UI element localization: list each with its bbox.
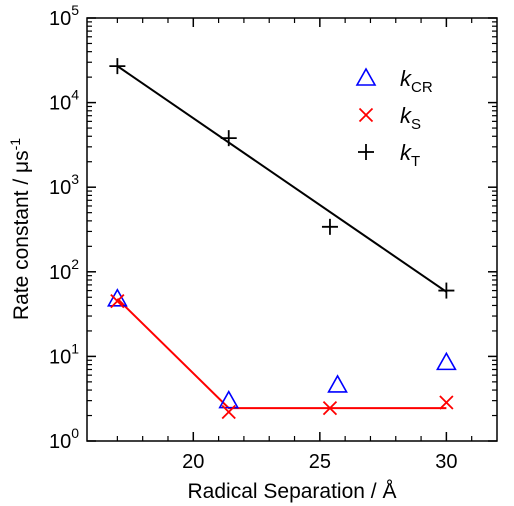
data-point-kS-stroke bbox=[322, 400, 338, 416]
legend-label-subscript: S bbox=[411, 116, 421, 133]
y-tick-exponent: 2 bbox=[71, 256, 79, 272]
data-point-kS bbox=[322, 400, 338, 416]
y-axis-label-unit-exponent: -1 bbox=[7, 138, 23, 151]
y-axis-label-main: Rate constant / μs bbox=[10, 150, 33, 320]
y-tick-exponent: 4 bbox=[71, 87, 79, 103]
y-tick-base: 10 bbox=[49, 346, 71, 368]
data-point-kT bbox=[321, 218, 338, 235]
legend-label: kCR bbox=[400, 66, 433, 96]
data-point-kCR bbox=[218, 390, 240, 409]
y-tick-base: 10 bbox=[49, 8, 71, 30]
data-point-kS-stroke bbox=[221, 404, 236, 420]
legend-label-main: k bbox=[400, 66, 412, 91]
x-axis: 20 25 30 bbox=[116, 18, 473, 473]
y-tick-label: 103 bbox=[49, 171, 79, 199]
y-tick-base: 10 bbox=[49, 431, 71, 453]
x-tick-label: 30 bbox=[435, 451, 457, 473]
data-point-kCR bbox=[107, 288, 128, 307]
y-tick-label: 105 bbox=[49, 2, 79, 30]
legend-marker-kCR bbox=[355, 67, 377, 86]
data-point-kS bbox=[110, 294, 125, 309]
y-tick-exponent: 5 bbox=[71, 2, 79, 18]
data-point-kT bbox=[109, 58, 126, 75]
y-tick-label: 100 bbox=[49, 425, 79, 453]
fit-lines bbox=[116, 65, 447, 410]
y-tick-base: 10 bbox=[49, 262, 71, 284]
data-point-kCR bbox=[327, 374, 348, 393]
data-markers bbox=[107, 58, 457, 420]
data-point-kT bbox=[438, 282, 455, 299]
legend-label-main: k bbox=[400, 103, 412, 128]
data-point-kS bbox=[439, 395, 454, 410]
y-tick-exponent: 3 bbox=[71, 171, 79, 187]
y-axis-label: Rate constant / μs-1 bbox=[7, 138, 33, 320]
x-axis-label: Radical Separation / Å bbox=[188, 480, 397, 503]
data-point-kS-stroke bbox=[110, 294, 125, 309]
fit-line-kS bbox=[116, 298, 447, 410]
x-tick-label: 25 bbox=[309, 451, 331, 473]
y-tick-exponent: 1 bbox=[71, 340, 79, 356]
legend-label: kS bbox=[400, 103, 421, 133]
y-tick-base: 10 bbox=[49, 177, 71, 199]
y-tick-label: 104 bbox=[49, 87, 79, 115]
data-point-kCR bbox=[436, 351, 457, 371]
legend-label-subscript: T bbox=[411, 153, 420, 170]
legend-marker-kT bbox=[358, 144, 374, 160]
y-tick-base: 10 bbox=[49, 93, 71, 115]
data-point-kS bbox=[221, 404, 236, 420]
plot-frame bbox=[86, 17, 498, 442]
y-tick-exponent: 0 bbox=[71, 425, 79, 441]
y-tick-label: 101 bbox=[49, 340, 79, 368]
legend-label: kT bbox=[400, 140, 420, 170]
x-tick-label: 20 bbox=[182, 451, 204, 473]
legend-marker-kS bbox=[358, 107, 374, 123]
data-point-kT bbox=[220, 130, 237, 147]
y-tick-label: 102 bbox=[49, 256, 79, 284]
legend-label-main: k bbox=[400, 140, 412, 165]
fit-line-kT bbox=[116, 65, 447, 293]
data-point-kS-stroke bbox=[439, 395, 454, 410]
legend-label-subscript: CR bbox=[411, 79, 433, 96]
legend-marker-kS-stroke bbox=[358, 107, 374, 123]
